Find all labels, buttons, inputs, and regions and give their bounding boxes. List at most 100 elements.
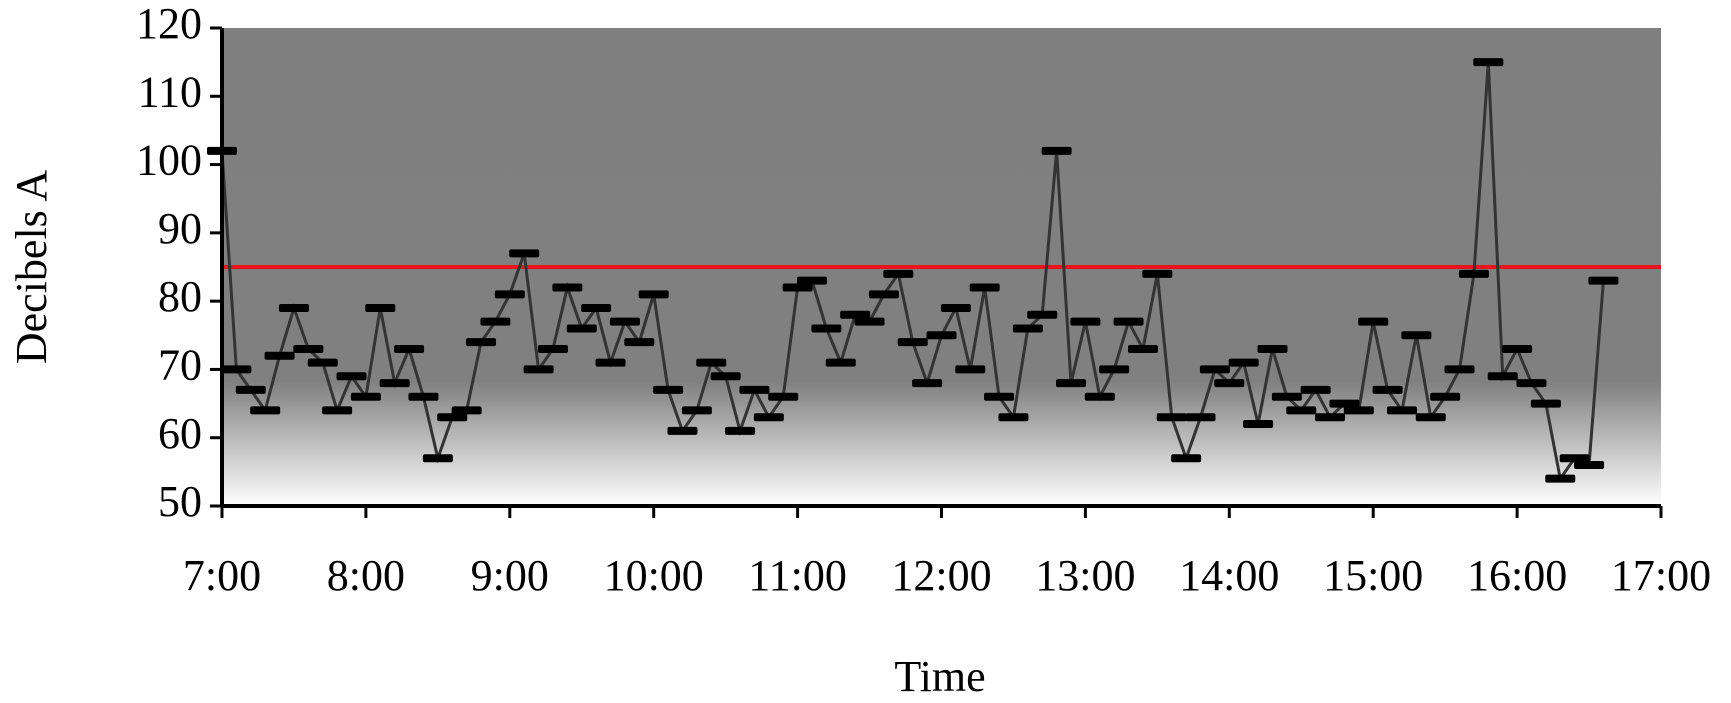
x-tick-label: 7:00: [183, 551, 261, 600]
data-point: [609, 317, 640, 326]
data-point: [1300, 385, 1331, 394]
data-point: [264, 351, 295, 360]
y-tick-label: 120: [136, 0, 202, 48]
data-point: [940, 303, 971, 312]
data-point: [1056, 379, 1087, 388]
data-point: [394, 344, 425, 353]
data-point: [1386, 406, 1417, 415]
data-point: [969, 283, 1000, 292]
data-point: [1243, 420, 1274, 429]
data-point: [1372, 385, 1403, 394]
data-point: [1415, 413, 1446, 422]
data-point: [1401, 331, 1432, 340]
data-point: [681, 406, 712, 415]
data-point: [293, 344, 324, 353]
data-point: [480, 317, 511, 326]
data-point: [1185, 413, 1216, 422]
data-point: [1430, 392, 1461, 401]
data-point: [350, 392, 381, 401]
data-point: [1315, 413, 1346, 422]
data-point: [624, 338, 655, 347]
data-point: [1559, 454, 1590, 463]
data-point: [1127, 344, 1158, 353]
y-tick-label: 50: [158, 477, 202, 526]
data-point: [638, 290, 669, 299]
x-tick-label: 8:00: [327, 551, 405, 600]
data-point: [1545, 474, 1576, 483]
data-point: [278, 303, 309, 312]
y-tick-label: 100: [136, 136, 202, 185]
data-point: [581, 303, 612, 312]
y-tick-label: 110: [138, 67, 202, 116]
data-point: [1214, 379, 1245, 388]
data-point: [1228, 358, 1259, 367]
data-point: [984, 392, 1015, 401]
x-tick-label: 12:00: [891, 551, 991, 600]
y-tick-label: 80: [158, 272, 202, 321]
data-point: [1142, 269, 1173, 278]
data-point: [1358, 317, 1389, 326]
data-point: [336, 372, 367, 381]
data-point: [1444, 365, 1475, 374]
data-point: [451, 406, 482, 415]
data-point: [739, 385, 770, 394]
data-point: [1070, 317, 1101, 326]
data-point: [782, 283, 813, 292]
data-point: [1574, 461, 1605, 470]
data-point: [955, 365, 986, 374]
data-point: [595, 358, 626, 367]
data-point: [825, 358, 856, 367]
x-tick-label: 17:00: [1611, 551, 1711, 600]
data-point: [840, 310, 871, 319]
data-point: [768, 392, 799, 401]
data-point: [307, 358, 338, 367]
data-point: [725, 426, 756, 435]
data-point: [1343, 406, 1374, 415]
data-point: [537, 344, 568, 353]
data-point: [1530, 399, 1561, 408]
data-point: [422, 454, 453, 463]
data-point: [1502, 344, 1533, 353]
x-tick-label: 11:00: [748, 551, 847, 600]
data-point: [667, 426, 698, 435]
data-point: [523, 365, 554, 374]
data-point: [1113, 317, 1144, 326]
data-point: [1588, 276, 1619, 285]
data-point: [883, 269, 914, 278]
data-point: [1487, 372, 1518, 381]
data-point: [235, 385, 266, 394]
data-point: [552, 283, 583, 292]
data-point: [466, 338, 497, 347]
data-point: [1257, 344, 1288, 353]
data-point: [897, 338, 928, 347]
x-tick-label: 16:00: [1467, 551, 1567, 600]
data-point: [1458, 269, 1489, 278]
data-point: [696, 358, 727, 367]
x-axis-title: Time: [894, 652, 985, 701]
data-point: [437, 413, 468, 422]
data-point: [365, 303, 396, 312]
y-tick-label: 60: [158, 409, 202, 458]
x-tick-label: 13:00: [1035, 551, 1135, 600]
data-point: [1516, 379, 1547, 388]
data-point: [1027, 310, 1058, 319]
data-point: [408, 392, 439, 401]
data-point: [811, 324, 842, 333]
data-point: [796, 276, 827, 285]
x-tick-label: 10:00: [604, 551, 704, 600]
data-point: [509, 249, 540, 258]
data-point: [1099, 365, 1130, 374]
data-point: [854, 317, 885, 326]
data-point: [710, 372, 741, 381]
x-tick-label: 14:00: [1179, 551, 1279, 600]
x-tick-label: 15:00: [1323, 551, 1423, 600]
data-point: [998, 413, 1029, 422]
data-point: [926, 331, 957, 340]
x-tick-label: 9:00: [471, 551, 549, 600]
data-point: [1329, 399, 1360, 408]
data-point: [494, 290, 525, 299]
data-point: [1286, 406, 1317, 415]
data-point: [1199, 365, 1230, 374]
data-point: [566, 324, 597, 333]
